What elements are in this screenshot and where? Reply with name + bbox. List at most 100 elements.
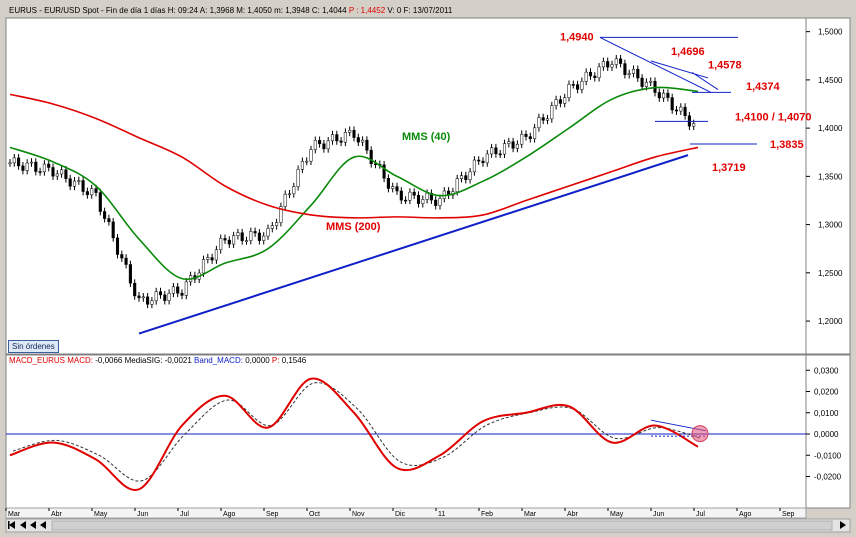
price-candle [257,232,261,241]
scroll-first-icon[interactable] [9,521,15,529]
price-candle [210,257,214,261]
price-axis [805,17,851,355]
price-candle [614,58,618,65]
price-candle [412,191,416,196]
price-candle [180,292,184,296]
price-candle [275,222,279,226]
price-candle [606,61,610,68]
price-candle [55,173,59,177]
price-candle [343,132,347,143]
scroll-left-step-icon[interactable] [40,521,46,529]
band-value: 0,0000 [245,356,270,365]
scroll-right-icon[interactable] [840,521,846,529]
time-axis-label: Sep [782,511,795,518]
macd-highlight-circle [691,425,709,443]
price-candle [103,211,107,219]
price-annotation: 1,4578 [708,59,742,71]
price-candle [206,257,210,260]
price-annotation: 1,4374 [746,81,781,93]
header-p: 1,4452 [360,6,386,15]
price-candle [137,295,141,299]
price-candle [322,143,326,150]
price-candle [416,194,421,204]
price-panel [5,17,807,355]
price-candle [533,127,537,139]
time-axis-label: May [610,511,624,518]
price-candle [550,105,554,120]
time-axis-label: Ago [223,511,236,518]
price-candle [171,286,175,294]
price-axis-label: 1,2000 [818,317,843,326]
price-candle [90,188,94,196]
mms200-label: MMS (200) [326,221,381,233]
price-candle [339,140,343,143]
price-candle [391,186,395,189]
price-candle [107,218,111,223]
price-candle [12,157,16,164]
price-candle [404,199,408,202]
price-candle [98,192,102,212]
price-candle [318,140,322,145]
price-candle [184,281,188,296]
price-candle [115,237,120,255]
price-candle [511,141,515,149]
drawn-level-line [650,60,709,79]
time-axis-label: Jun [137,511,148,518]
price-candle [133,282,137,297]
header-min: 1,3948 [285,6,310,15]
time-axis-label: Oct [309,511,320,518]
price-candle [72,180,77,187]
price-candle [459,175,464,179]
price-candle [580,81,584,90]
price-axis-label: 1,3500 [818,172,843,181]
macd-axis [805,354,851,509]
macd-header: MACD_EURUS MACD: -0,0066 MediaSIG: -0,00… [9,356,306,365]
price-candle [365,139,369,151]
price-candle [270,225,274,229]
price-candle [154,291,158,302]
price-candle [8,162,12,165]
header-f: 13/07/2011 [412,6,453,15]
scroll-thumb[interactable] [51,520,833,531]
signal-label: MediaSIG: [124,356,163,365]
price-candle [128,264,132,284]
price-candle [38,171,42,173]
chart-header: EURUS - EUR/USD Spot - Fin de día 1 días… [9,6,453,15]
horizontal-scrollbar[interactable] [5,518,851,533]
price-candle [141,296,145,299]
price-candle [537,117,541,129]
price-candle [507,141,511,144]
price-candle [399,190,403,201]
price-candle [68,178,72,187]
scroll-left-icon[interactable] [20,521,26,529]
price-candle [361,139,365,143]
time-axis-label: Abr [567,511,579,518]
price-candle [81,180,85,192]
drawn-level-line [691,71,719,90]
price-candle [554,99,558,106]
price-candle [253,231,257,234]
price-candle [597,66,601,78]
price-candle [593,75,597,78]
drawn-level-line [599,36,712,93]
header-v: 0 [396,6,402,15]
scroll-left-fast-icon[interactable] [30,521,36,529]
price-candle [421,199,425,204]
price-candle [545,118,550,121]
price-candle [524,133,528,137]
mms200-line [9,93,699,219]
header-a: 1,3968 [209,6,235,15]
macd-axis-label: -0,0100 [814,451,842,460]
header-m: 1,4050 [247,6,272,15]
time-axis-label: Mar [524,511,537,518]
price-candle [326,140,330,150]
price-candle [25,162,29,171]
price-candle [627,73,631,75]
price-candle [244,240,249,242]
price-annotation: 1,3719 [712,162,746,174]
price-candle [201,259,206,274]
header-description: EUR/USD Spot [44,6,99,15]
orders-status-badge[interactable]: Sin órdenes [8,340,59,353]
header-symbol: EURUS [9,6,38,15]
price-candle [29,161,34,164]
